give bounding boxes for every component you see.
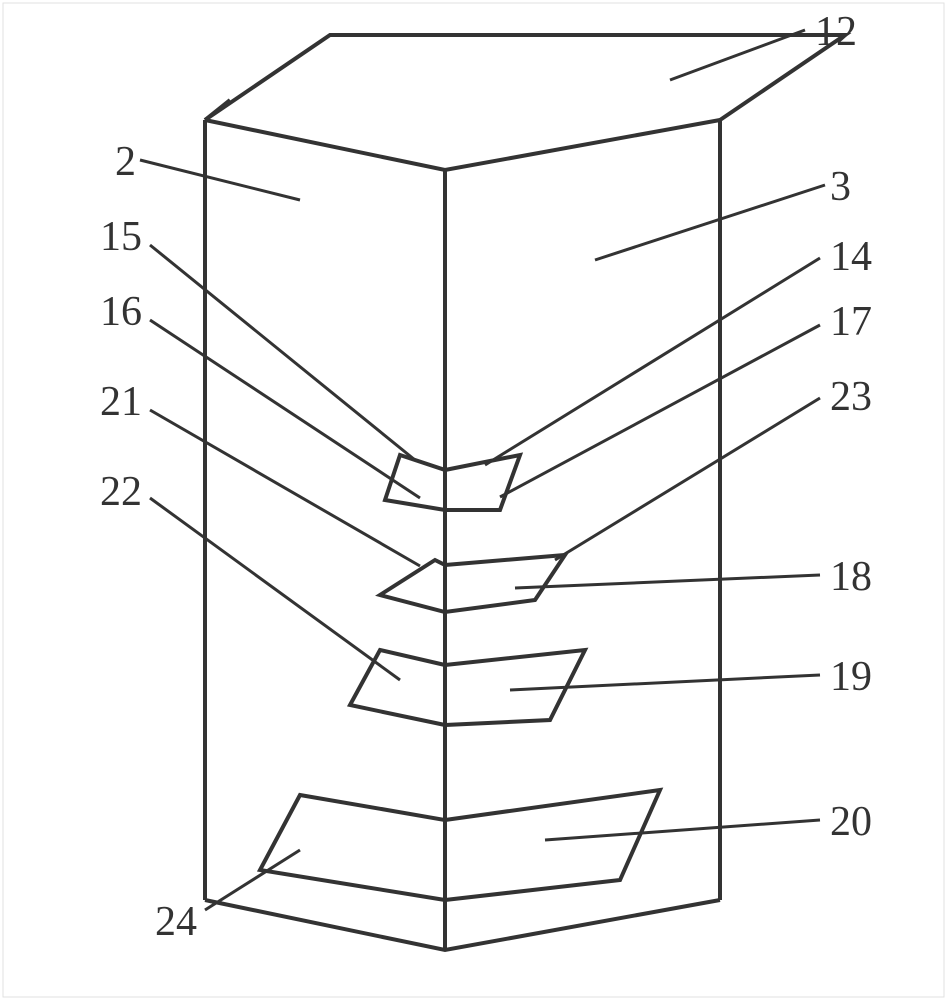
leader-line-19: [510, 675, 820, 690]
notch-1-right: [445, 455, 520, 510]
callout-label-14: 14: [830, 234, 872, 280]
box-top-face: [205, 35, 845, 120]
callout-label-24: 24: [155, 899, 197, 945]
box-lid-seam: [205, 100, 230, 120]
callout-label-23: 23: [830, 374, 872, 420]
leader-line-2: [140, 160, 300, 200]
callout-label-12: 12: [815, 9, 857, 55]
notch-3-left: [350, 650, 445, 725]
box-isometric: [205, 35, 845, 950]
leader-line-20: [545, 820, 820, 840]
box-front-top-edge: [205, 120, 720, 170]
callout-label-22: 22: [100, 469, 142, 515]
leader-line-17: [500, 325, 820, 497]
callout-label-2: 2: [115, 139, 136, 185]
scan-border: [3, 3, 944, 997]
notch-2-right: [445, 555, 565, 612]
leader-line-14: [485, 258, 820, 465]
callout-label-17: 17: [830, 299, 872, 345]
callout-label-15: 15: [100, 214, 142, 260]
notch-4-left: [260, 795, 445, 900]
callout-label-20: 20: [830, 799, 872, 845]
callout-label-18: 18: [830, 554, 872, 600]
leader-line-12: [670, 30, 805, 80]
leader-line-15: [150, 245, 415, 460]
notch-group: [260, 455, 660, 900]
notch-2-left: [380, 560, 445, 612]
leader-line-16: [150, 320, 420, 498]
callout-label-3: 3: [830, 164, 851, 210]
leader-line-18: [515, 575, 820, 588]
leader-line-24: [205, 850, 300, 910]
leader-line-3: [595, 185, 825, 260]
callout-label-16: 16: [100, 289, 142, 335]
callout-label-19: 19: [830, 654, 872, 700]
leader-line-22: [150, 498, 400, 680]
leader-line-21: [150, 410, 420, 566]
callout-labels: 12231514161723211822192024: [100, 9, 872, 945]
diagram-canvas: 12231514161723211822192024: [0, 0, 947, 1000]
leader-line-23: [555, 398, 820, 560]
box-bottom-front-edge: [205, 900, 720, 950]
notch-4-right: [445, 790, 660, 900]
callout-label-21: 21: [100, 379, 142, 425]
